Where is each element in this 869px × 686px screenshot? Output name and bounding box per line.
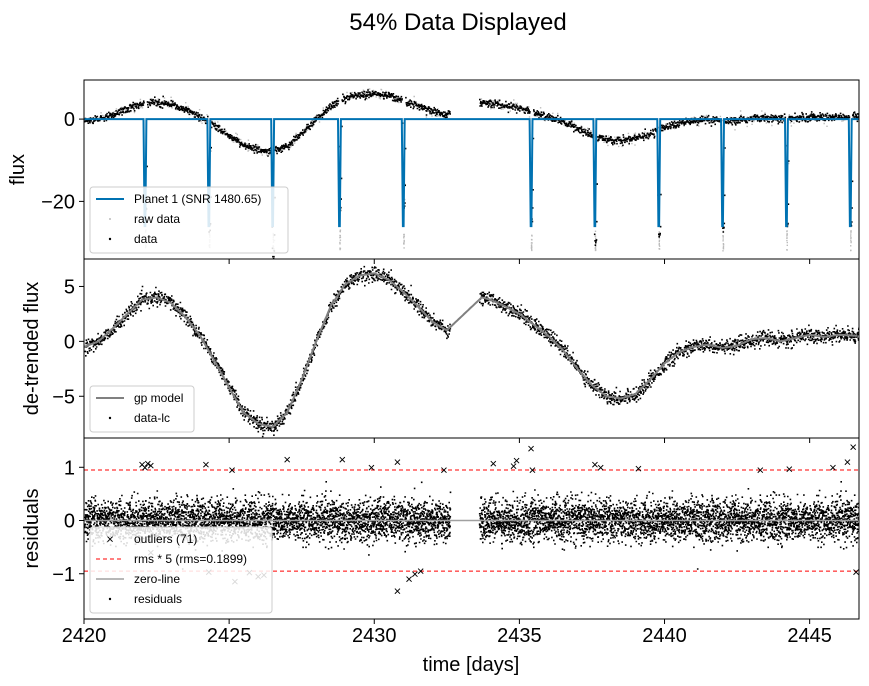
legend-label-raw-data: raw data <box>134 212 180 226</box>
y-tick-label: 0 <box>64 109 75 131</box>
outlier-marker: × <box>202 457 210 472</box>
flux-y-ticks: 0 −20 <box>41 109 84 213</box>
planet-1-model-line <box>84 118 859 228</box>
outlier-marker: × <box>283 452 291 467</box>
residuals-y-ticks: 1 0 −1 <box>52 457 84 586</box>
legend-label-data: data <box>134 232 158 246</box>
outlier-marker: × <box>597 460 605 475</box>
legend-swatch-raw-data <box>109 218 111 220</box>
detrended-legend: gp model data-lc <box>89 385 195 433</box>
legend-label-outliers: outliers (71) <box>134 532 197 546</box>
x-axis-ticks: 2420 2425 2430 2435 2440 2445 <box>62 259 832 647</box>
x-tick-label: 2425 <box>207 625 252 647</box>
flux-ylabel: flux <box>7 154 29 185</box>
y-tick-label: 0 <box>64 511 75 533</box>
outlier-marker: × <box>141 460 149 475</box>
detrended-y-ticks: 5 0 −5 <box>52 276 84 408</box>
x-tick-label: 2435 <box>497 625 542 647</box>
outlier-marker: × <box>844 454 852 469</box>
y-tick-label: −1 <box>52 564 75 586</box>
y-tick-label: 5 <box>64 276 75 298</box>
outlier-marker: × <box>440 462 448 477</box>
x-tick-label: 2430 <box>352 625 397 647</box>
legend-label-residuals: residuals <box>134 592 182 606</box>
residuals-legend: × outliers (71) rms * 5 (rms=0.1899) zer… <box>89 526 273 614</box>
residuals-panel: ××××××××××××××××××××××××××××××××××× 1 0 −1… <box>21 437 860 620</box>
figure-title: 54% Data Displayed <box>349 9 566 36</box>
y-tick-label: −20 <box>41 191 75 213</box>
outlier-marker: × <box>529 462 537 477</box>
outlier-marker: × <box>510 459 518 474</box>
residuals-axes-frame <box>83 437 860 620</box>
legend-swatch-data <box>108 237 112 241</box>
outlier-marker: × <box>591 457 599 472</box>
detrended-panel: 5 0 −5 de-trended flux gp model data-lc <box>21 258 860 439</box>
y-tick-label: −5 <box>52 386 75 408</box>
outlier-marker: × <box>339 452 347 467</box>
y-tick-label: 1 <box>64 457 75 479</box>
legend-label-data-lc: data-lc <box>134 411 170 425</box>
residuals-ylabel: residuals <box>21 488 43 568</box>
outlier-marker: × <box>368 460 376 475</box>
y-tick-label: 0 <box>64 331 75 353</box>
outlier-marker: × <box>786 461 794 476</box>
outlier-marker: × <box>411 566 419 581</box>
legend-swatch-residuals <box>108 597 112 601</box>
legend-label-gp-model: gp model <box>134 391 183 405</box>
outlier-marker: × <box>852 565 860 580</box>
legend-label-zero-line: zero-line <box>134 572 180 586</box>
legend-label-rms: rms * 5 (rms=0.1899) <box>134 552 247 566</box>
legend-swatch-outliers: × <box>106 532 114 547</box>
outlier-marker: × <box>138 457 146 472</box>
outlier-marker: × <box>513 453 521 468</box>
x-tick-label: 2440 <box>642 625 687 647</box>
legend-label-planet: Planet 1 (SNR 1480.65) <box>134 192 261 206</box>
outlier-marker: × <box>829 460 837 475</box>
outlier-marker: × <box>394 454 402 469</box>
residuals-legend-box <box>89 526 273 614</box>
gp-model-line <box>84 272 858 429</box>
outlier-marker: × <box>527 441 535 456</box>
residuals-plot-area: ××××××××××××××××××××××××××××××××××× <box>84 440 860 598</box>
x-tick-label: 2445 <box>787 625 832 647</box>
x-axis-label: time [days] <box>423 654 520 676</box>
outlier-marker: × <box>489 456 497 471</box>
outlier-marker: × <box>394 583 402 598</box>
outlier-marker: × <box>147 458 155 473</box>
outlier-marker: × <box>635 461 643 476</box>
flux-legend: Planet 1 (SNR 1480.65) raw data data <box>89 186 289 254</box>
outlier-marker: × <box>417 564 425 579</box>
x-tick-label: 2420 <box>62 625 107 647</box>
legend-swatch-data-lc <box>108 416 112 420</box>
outlier-marker: × <box>849 440 857 455</box>
flux-legend-box <box>89 186 289 254</box>
outlier-marker: × <box>144 456 152 471</box>
outlier-marker: × <box>405 572 413 587</box>
outlier-marker: × <box>228 462 236 477</box>
detrended-plot-area <box>84 265 859 438</box>
detrended-ylabel: de-trended flux <box>21 282 43 415</box>
outlier-marker: × <box>757 462 765 477</box>
flux-plot-area <box>84 88 859 259</box>
residual-points <box>84 481 859 570</box>
